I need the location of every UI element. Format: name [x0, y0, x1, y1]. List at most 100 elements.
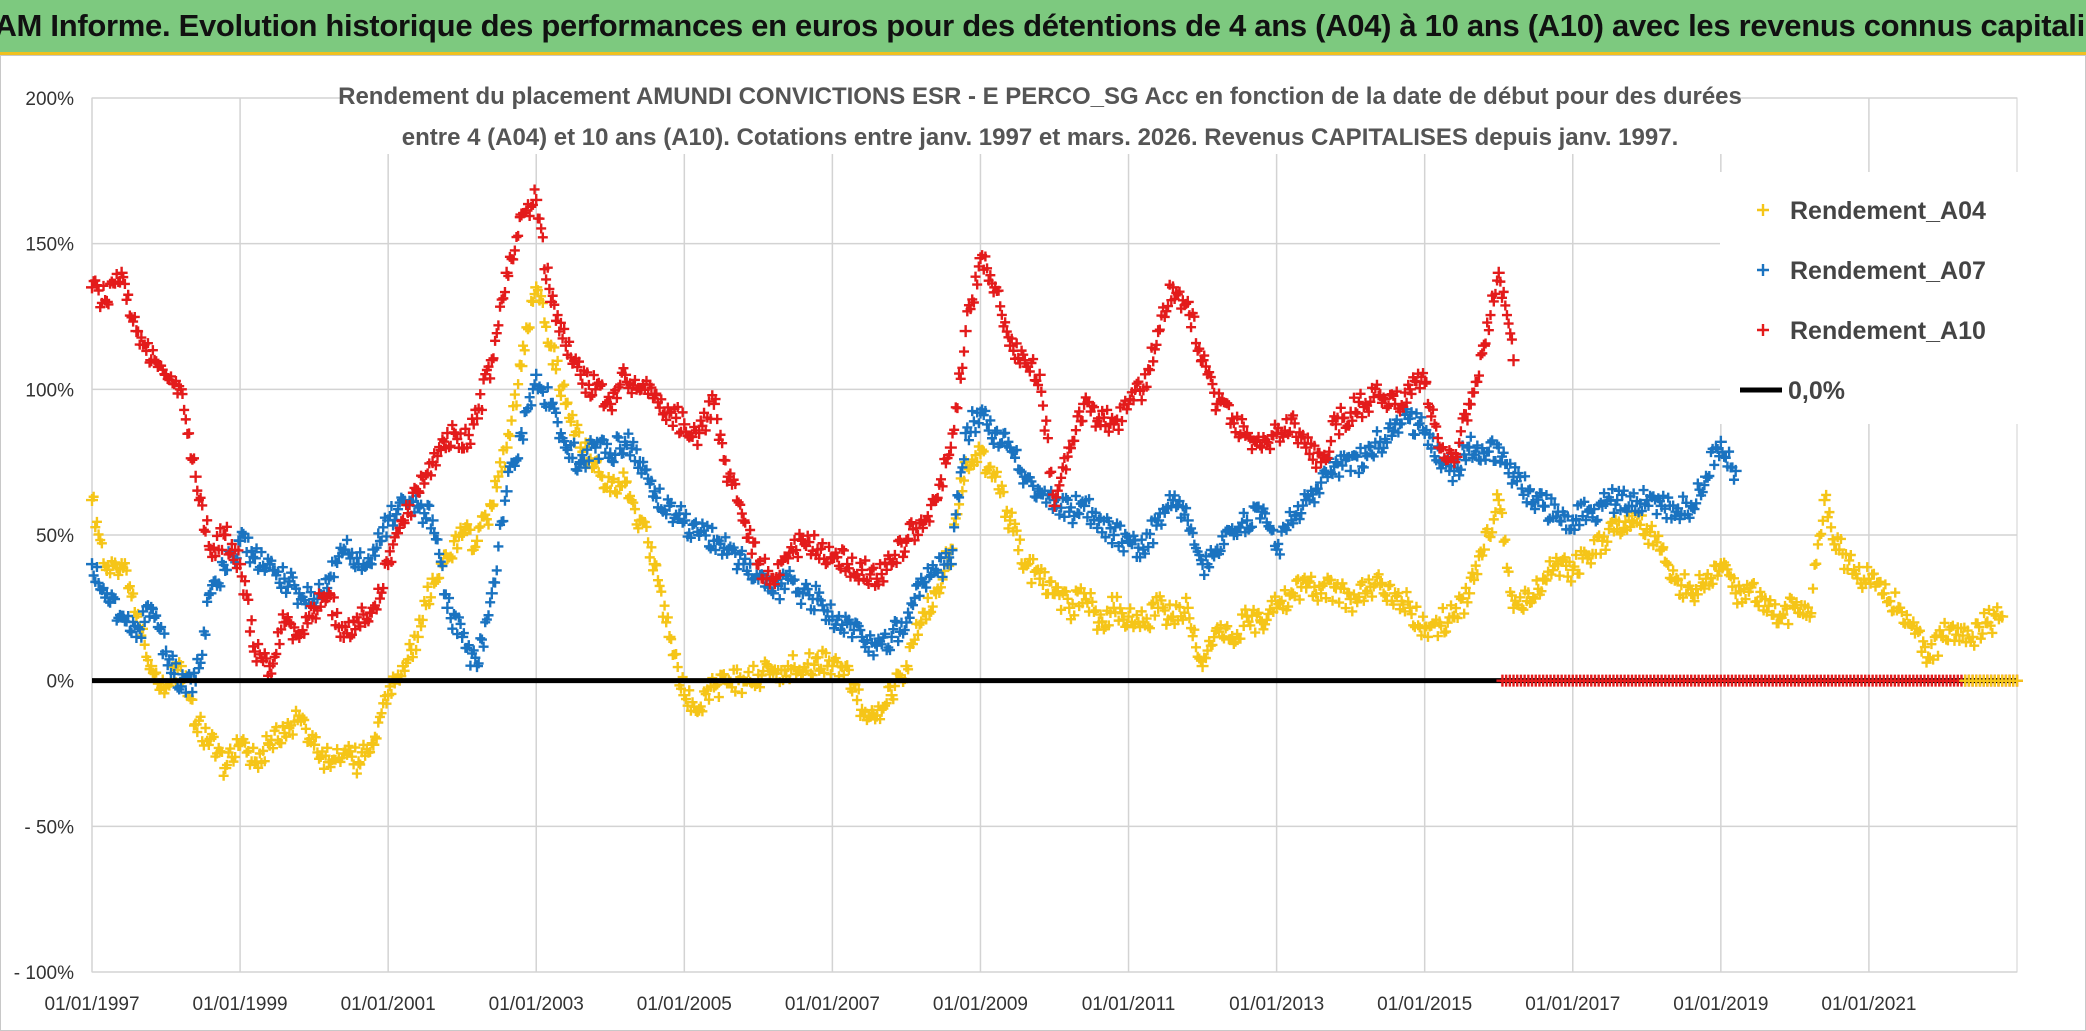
data-point-fill	[700, 689, 711, 700]
data-point-fill	[156, 682, 167, 693]
data-point-fill	[1350, 407, 1361, 418]
data-point-fill	[1455, 426, 1466, 437]
data-point-fill	[618, 363, 629, 374]
data-point-fill	[710, 545, 721, 556]
data-point-fill	[866, 564, 877, 575]
data-point-fill	[328, 592, 339, 603]
data-point-fill	[103, 299, 114, 310]
data-point-fill	[1418, 611, 1429, 622]
data-point-fill	[447, 420, 458, 431]
data-point-fill	[526, 201, 537, 212]
data-point-fill	[1230, 427, 1241, 438]
data-point-fill	[1011, 444, 1022, 455]
data-point-fill	[302, 618, 313, 629]
data-point-fill	[218, 559, 229, 570]
data-point-fill	[259, 756, 270, 767]
data-point-fill	[1274, 549, 1285, 560]
data-point-fill	[448, 536, 459, 547]
data-point-fill	[282, 581, 293, 592]
data-point-fill	[1401, 587, 1412, 598]
data-point-fill	[1480, 338, 1491, 349]
data-point-fill	[1139, 548, 1150, 559]
data-point-fill	[1169, 490, 1180, 501]
data-point-fill	[891, 557, 902, 568]
data-point-fill	[794, 528, 805, 539]
data-point-fill	[490, 335, 501, 346]
data-point-fill	[567, 410, 578, 421]
data-point-fill	[1416, 412, 1427, 423]
data-point-fill	[1571, 514, 1582, 525]
data-point-fill	[954, 492, 965, 503]
data-point-fill	[139, 639, 150, 650]
chart-title: Rendement du placement AMUNDI CONVICTION…	[338, 74, 1742, 154]
data-point-fill	[1485, 532, 1496, 543]
data-point-fill	[717, 438, 728, 449]
data-point-fill	[314, 579, 325, 590]
data-point-fill	[1807, 583, 1818, 594]
data-point-fill	[574, 427, 585, 438]
data-point-fill	[1518, 604, 1529, 615]
data-point-fill	[276, 738, 287, 749]
data-point-fill	[1460, 455, 1471, 466]
data-point	[856, 563, 868, 576]
data-point	[308, 738, 321, 751]
data-point-fill	[656, 394, 667, 405]
data-point-fill	[572, 362, 583, 373]
data-point-fill	[134, 624, 145, 635]
data-point-fill	[1803, 602, 1814, 613]
data-point-fill	[1327, 469, 1338, 480]
data-point-fill	[378, 522, 389, 533]
data-point-fill	[1144, 365, 1155, 376]
data-point-fill	[754, 682, 765, 693]
data-point-fill	[550, 315, 561, 326]
data-point-fill	[843, 664, 854, 675]
data-point-fill	[1041, 415, 1052, 426]
data-point-fill	[1472, 376, 1483, 387]
data-point-fill	[256, 547, 267, 558]
data-point-fill	[218, 770, 229, 781]
data-point	[944, 558, 957, 571]
y-tick-label: 200%	[25, 89, 74, 110]
data-point-fill	[420, 513, 431, 524]
data-point-fill	[1115, 520, 1126, 531]
data-point-fill	[922, 511, 933, 522]
data-point-fill	[267, 658, 278, 669]
data-point-fill	[493, 320, 504, 331]
data-point-fill	[736, 687, 747, 698]
data-point-fill	[1462, 415, 1473, 426]
data-point-fill	[1406, 388, 1417, 399]
data-point-fill	[1380, 590, 1391, 601]
data-point-fill	[1151, 339, 1162, 350]
data-point-fill	[1304, 576, 1315, 587]
data-point	[1122, 610, 1135, 623]
data-point-fill	[1755, 586, 1766, 597]
data-point-fill	[1501, 310, 1512, 321]
data-point-fill	[1334, 429, 1345, 440]
data-point-fill	[1661, 557, 1672, 568]
data-point-fill	[1824, 507, 1835, 518]
data-point-fill	[1235, 522, 1246, 533]
data-point-fill	[700, 425, 711, 436]
data-point-fill	[1288, 410, 1299, 421]
data-point-fill	[386, 556, 397, 567]
data-point-fill	[1056, 502, 1067, 513]
data-point-fill	[1378, 392, 1389, 403]
data-point-fill	[593, 453, 604, 464]
data-point	[515, 427, 528, 440]
data-point-fill	[993, 285, 1004, 296]
data-point-fill	[1368, 392, 1379, 403]
data-point-fill	[1363, 574, 1374, 585]
data-point-fill	[320, 750, 331, 761]
data-point-fill	[503, 270, 514, 281]
data-point-fill	[197, 649, 208, 660]
data-point	[885, 630, 898, 643]
data-point-fill	[233, 741, 244, 752]
data-point-fill	[1302, 577, 1313, 588]
data-point-fill	[437, 561, 448, 572]
data-point-fill	[376, 587, 387, 598]
data-point-fill	[1039, 567, 1050, 578]
data-point-fill	[1344, 588, 1355, 599]
data-point-fill	[1485, 310, 1496, 321]
data-point-fill	[1729, 474, 1740, 485]
data-point-fill	[1495, 457, 1506, 468]
